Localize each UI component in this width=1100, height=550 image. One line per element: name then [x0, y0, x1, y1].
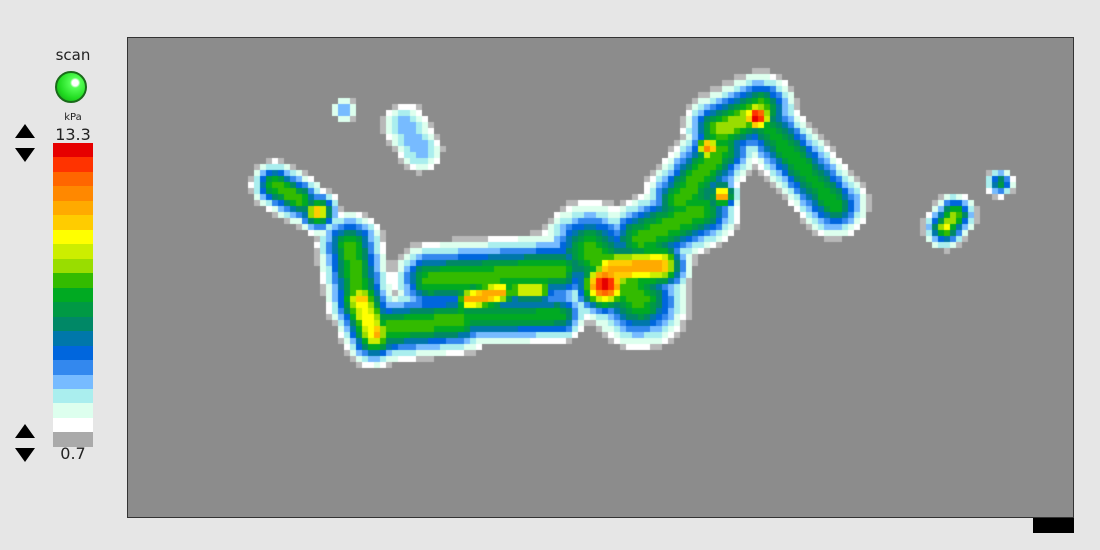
color-band: [53, 417, 93, 433]
corner-marker: [1033, 518, 1074, 533]
color-band: [53, 432, 93, 447]
max-increase-arrow-icon[interactable]: [15, 124, 35, 138]
color-band: [53, 403, 93, 418]
pressure-heatmap[interactable]: [127, 37, 1074, 518]
color-band: [53, 360, 93, 375]
color-band: [53, 244, 93, 259]
color-band: [53, 171, 93, 187]
scan-label: scan: [55, 46, 91, 64]
color-band: [53, 273, 93, 288]
min-increase-arrow-icon[interactable]: [15, 424, 35, 438]
scale-max-value: 13.3: [55, 125, 91, 144]
color-band: [53, 143, 93, 158]
color-band: [53, 388, 93, 404]
color-band: [53, 345, 93, 361]
color-band: [53, 215, 93, 230]
color-band: [53, 186, 93, 201]
color-band: [53, 287, 93, 303]
color-band: [53, 200, 93, 216]
color-band: [53, 331, 93, 346]
color-band: [53, 302, 93, 317]
color-band: [53, 229, 93, 245]
color-band: [53, 316, 93, 332]
min-decrease-arrow-icon[interactable]: [15, 448, 35, 462]
scan-indicator-led[interactable]: [55, 71, 87, 103]
max-decrease-arrow-icon[interactable]: [15, 148, 35, 162]
heatmap-canvas: [128, 38, 1073, 517]
color-band: [53, 258, 93, 274]
unit-label: kPa: [64, 112, 82, 123]
color-band: [53, 157, 93, 172]
color-band: [53, 374, 93, 389]
scale-min-value: 0.7: [60, 444, 86, 463]
color-scale-bar: [53, 143, 93, 447]
